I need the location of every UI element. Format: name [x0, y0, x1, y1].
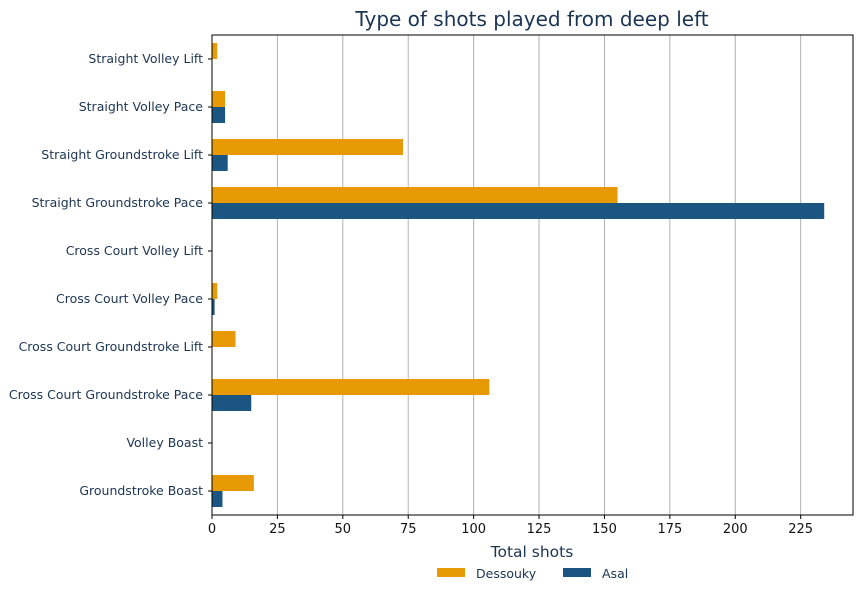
x-tick-label: 225: [788, 522, 813, 537]
bar-dessouky: [212, 283, 218, 299]
legend-swatch: [437, 568, 465, 577]
x-axis-label: Total shots: [490, 543, 574, 561]
x-tick-label: 125: [527, 522, 552, 537]
legend-label: Dessouky: [476, 566, 537, 581]
x-tick-label: 0: [208, 522, 216, 537]
category-label: Straight Groundstroke Pace: [32, 195, 204, 210]
x-tick-label: 100: [461, 522, 486, 537]
category-label: Groundstroke Boast: [79, 483, 203, 498]
bar-dessouky: [212, 91, 226, 107]
bar-asal: [212, 395, 252, 411]
bar-dessouky: [212, 43, 218, 59]
category-label: Cross Court Volley Pace: [56, 291, 203, 306]
category-label: Straight Volley Pace: [79, 99, 204, 114]
category-label: Cross Court Groundstroke Lift: [19, 339, 204, 354]
legend-label: Asal: [602, 566, 628, 581]
bar-asal: [212, 203, 825, 219]
grid-lines: [276, 35, 802, 515]
bar-asal: [212, 299, 215, 315]
bar-asal: [212, 155, 228, 171]
x-tick-label: 50: [335, 522, 352, 537]
bars: [212, 43, 825, 507]
x-tick-label: 150: [592, 522, 617, 537]
plot-frame: [211, 34, 854, 516]
category-label: Straight Volley Lift: [88, 51, 203, 66]
bar-dessouky: [212, 139, 403, 155]
x-tick-label: 175: [657, 522, 682, 537]
x-axis-ticks: 0 25 50 75 100 125 150 175 200 225: [208, 515, 813, 537]
legend: Dessouky Asal: [437, 566, 628, 581]
category-label: Cross Court Groundstroke Pace: [9, 387, 203, 402]
category-labels: Straight Volley Lift Straight Volley Pace…: [9, 51, 212, 498]
x-tick-label: 75: [400, 522, 417, 537]
x-tick-label: 200: [723, 522, 748, 537]
category-label: Cross Court Volley Lift: [66, 243, 203, 258]
category-label: Straight Groundstroke Lift: [41, 147, 203, 162]
chart-title: Type of shots played from deep left: [354, 7, 708, 31]
bar-dessouky: [212, 331, 236, 347]
bar-asal: [212, 107, 226, 123]
x-tick-label: 25: [269, 522, 286, 537]
bar-asal: [212, 491, 223, 507]
category-label: Volley Boast: [126, 435, 203, 450]
legend-swatch: [563, 568, 591, 577]
bar-dessouky: [212, 379, 490, 395]
bar-dessouky: [212, 187, 618, 203]
bar-dessouky: [212, 475, 254, 491]
